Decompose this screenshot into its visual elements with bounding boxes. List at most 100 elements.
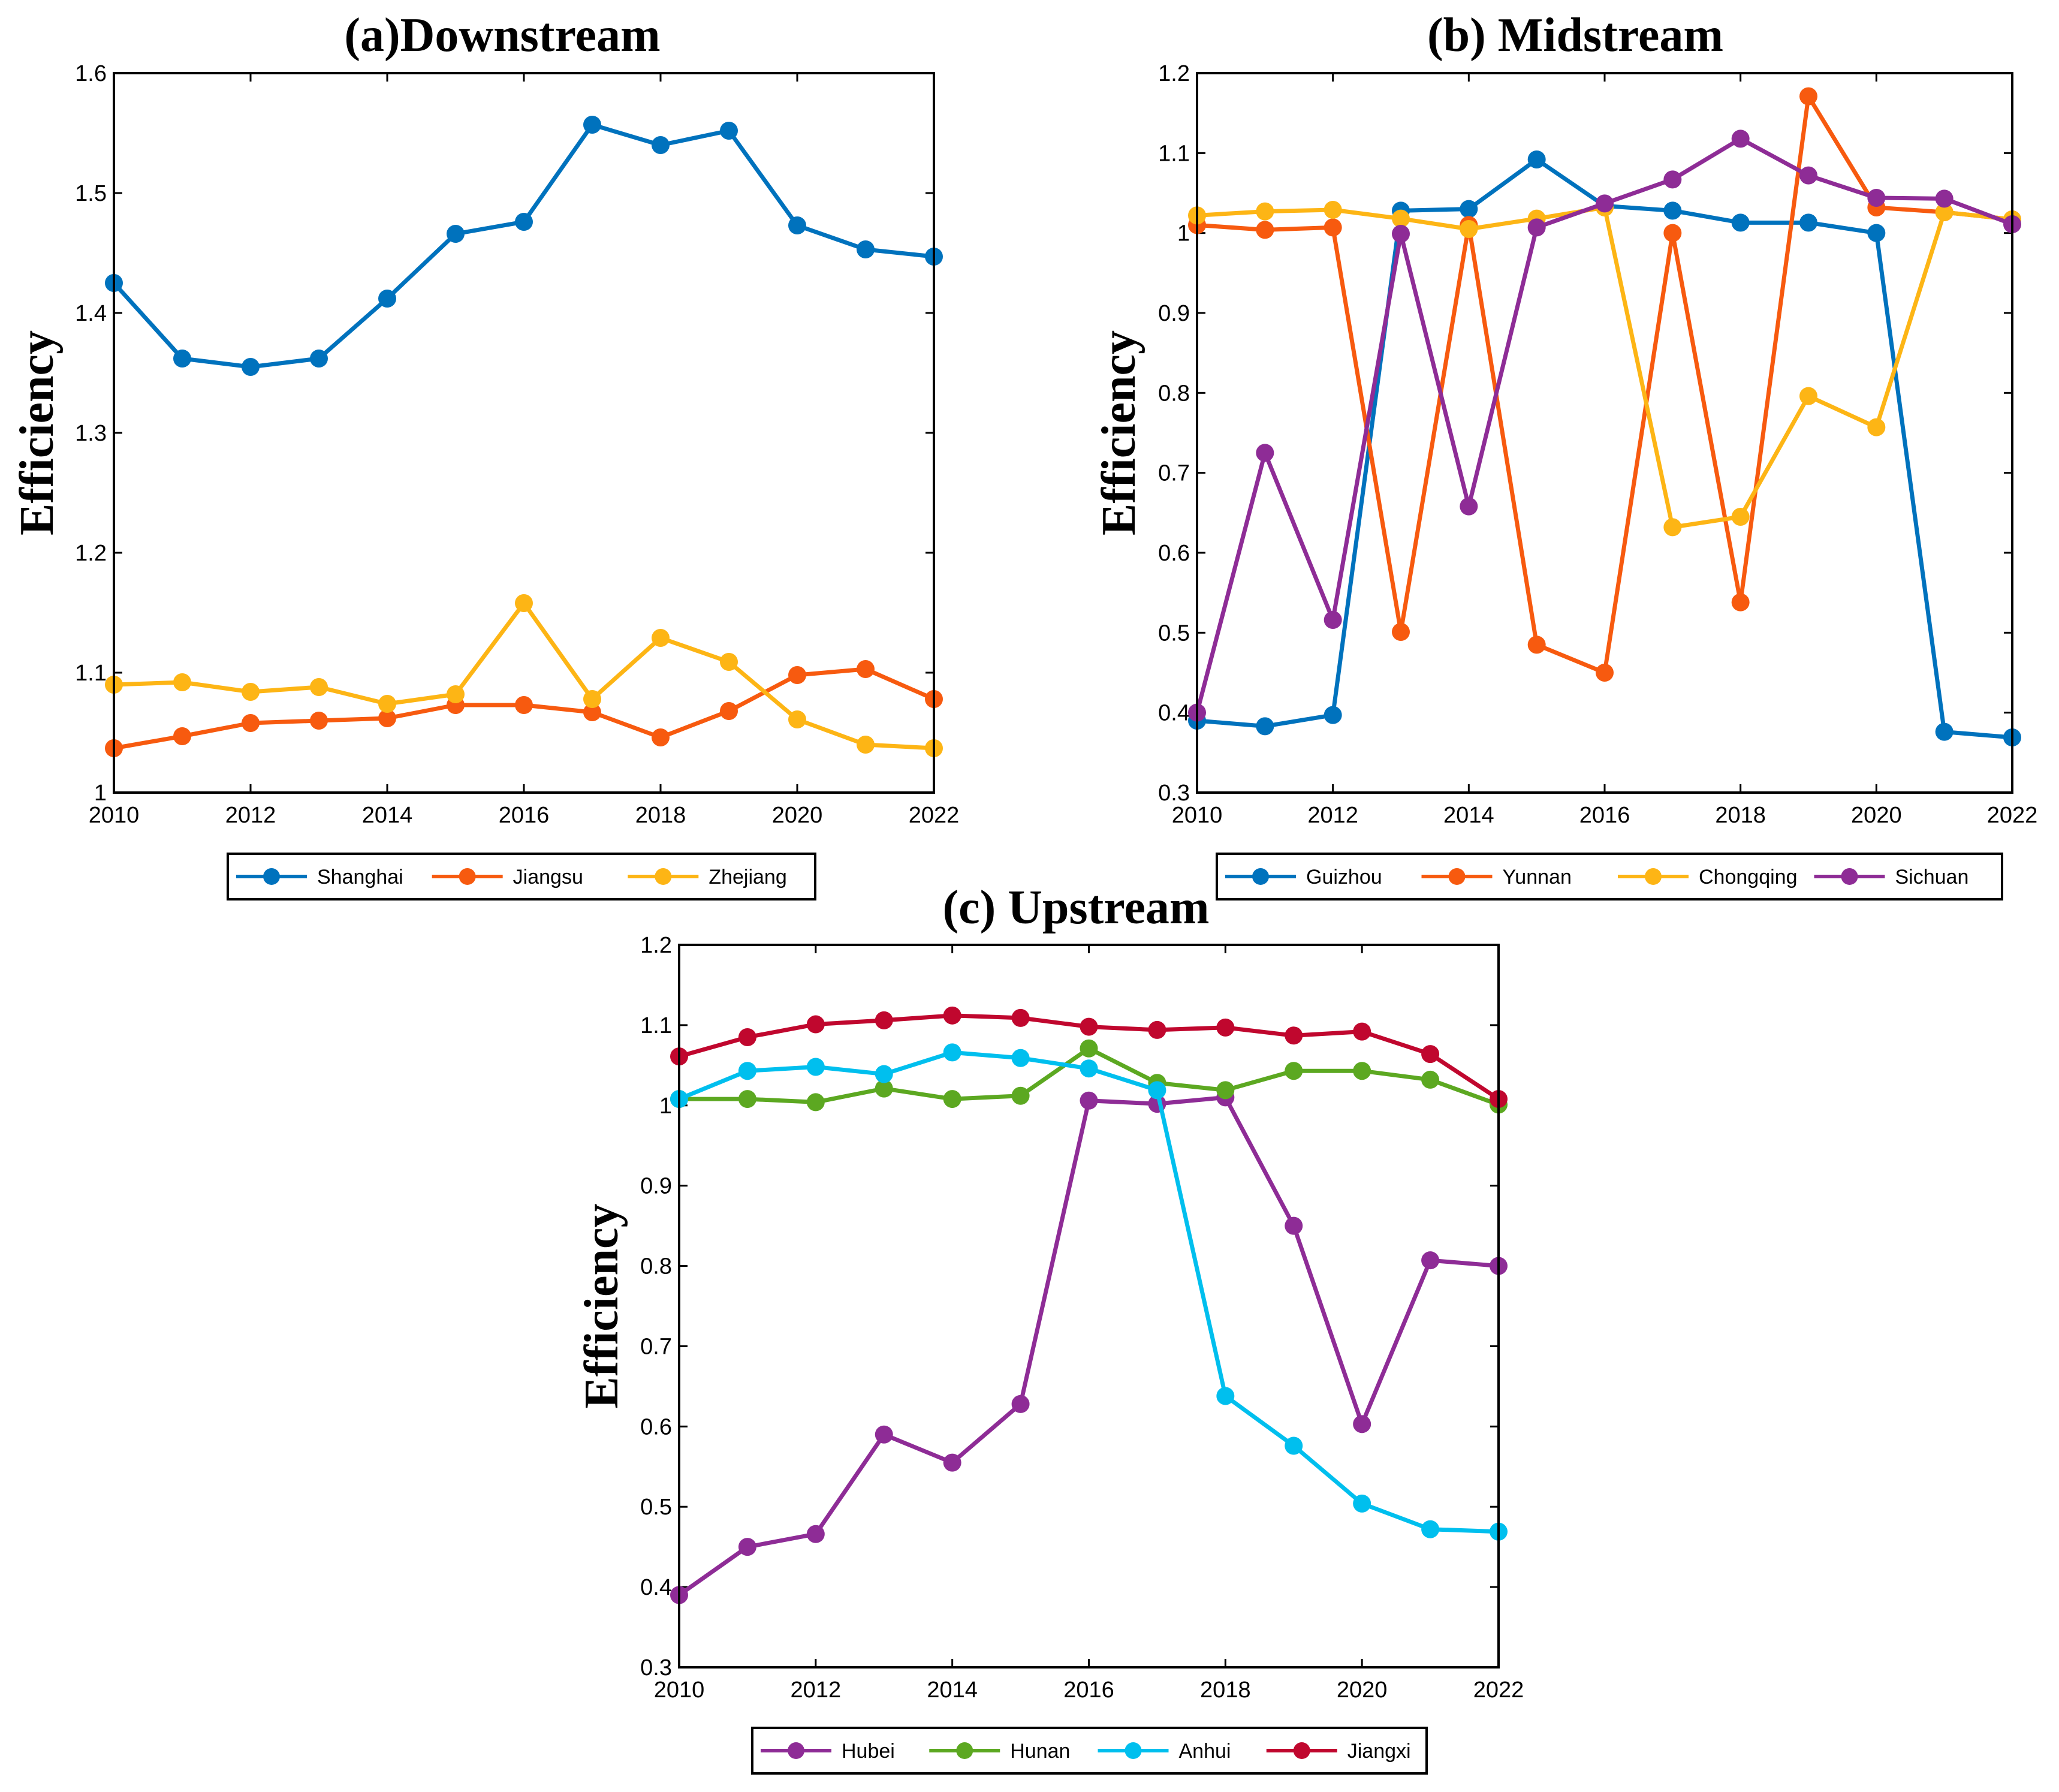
chart-panel-1: (b) Midstream Efficiency 0.3 0.4 0.5 0.6 0.7 0.… [1093, 9, 2037, 900]
axis-frame [1196, 72, 2013, 794]
data-point-anhui [1148, 1081, 1166, 1100]
data-point-jiangsu [788, 666, 806, 684]
data-point-shanghai [788, 216, 806, 234]
data-point-jiangsu [515, 696, 533, 714]
data-point-anhui [943, 1043, 961, 1062]
data-point-guizhou [1527, 150, 1546, 168]
axis-frame [113, 72, 935, 794]
data-point-shanghai [310, 350, 328, 368]
y-tick-label: 1.1 [75, 661, 107, 686]
axis-frame [678, 944, 1500, 1668]
legend: Guizhou Yunnan Chongqing Sichuan [1216, 853, 2003, 900]
y-tick-label: 1 [94, 781, 107, 806]
data-point-shanghai [447, 225, 465, 243]
legend-swatch-marker [263, 868, 280, 885]
data-point-anhui [738, 1062, 756, 1080]
data-point-jiangsu [857, 660, 875, 678]
data-point-chongqing [1935, 203, 1954, 221]
data-point-hubei [1080, 1091, 1098, 1110]
data-point-jiangxi [1148, 1020, 1166, 1039]
y-tick-label: 1.2 [1158, 61, 1190, 86]
y-axis-label: Efficiency [1093, 330, 1145, 535]
y-tick-label: 0.9 [640, 1174, 672, 1199]
legend-swatch-marker [1448, 868, 1466, 885]
y-tick-label: 0.5 [1158, 621, 1190, 646]
data-point-yunnan [1596, 664, 1614, 682]
legend-label: Guizhou [1306, 866, 1382, 889]
data-point-zhejiang [652, 629, 670, 647]
y-tick-label: 0.6 [640, 1414, 672, 1439]
data-point-shanghai [173, 350, 191, 368]
data-point-hubei [738, 1538, 756, 1556]
data-point-zhejiang [515, 594, 533, 612]
data-point-yunnan [1324, 218, 1342, 237]
x-tick-label: 2020 [1337, 1677, 1388, 1703]
legend-swatch-marker [788, 1742, 804, 1759]
y-tick-label: 0.8 [1158, 381, 1190, 406]
x-tick-label: 2020 [772, 803, 823, 828]
y-axis-label: Efficiency [575, 1203, 628, 1408]
x-tick-label: 2010 [89, 803, 140, 828]
x-tick-label: 2018 [1715, 803, 1766, 828]
data-point-chongqing [1731, 508, 1750, 526]
chart-title: (a)Downstream [344, 9, 660, 62]
data-point-jiangxi [1080, 1017, 1098, 1036]
data-point-hubei [1353, 1415, 1371, 1433]
y-tick-label: 0.6 [1158, 541, 1190, 566]
data-point-zhejiang [310, 678, 328, 696]
data-point-yunnan [1731, 593, 1750, 612]
data-point-hubei [943, 1453, 961, 1472]
data-point-yunnan [1799, 87, 1817, 106]
y-tick-label: 0.3 [640, 1655, 672, 1680]
data-point-zhejiang [720, 653, 738, 671]
y-tick-label: 0.4 [640, 1575, 672, 1600]
data-point-chongqing [1392, 209, 1410, 228]
data-point-sichuan [1596, 194, 1614, 213]
y-tick-label: 0.5 [640, 1495, 672, 1520]
x-tick-label: 2016 [1579, 803, 1630, 828]
y-tick-label: 1.3 [75, 421, 107, 446]
data-point-chongqing [1256, 202, 1274, 221]
data-point-jiangxi [1285, 1026, 1303, 1045]
legend-swatch-marker [1293, 1742, 1310, 1759]
x-tick-label: 2020 [1851, 803, 1902, 828]
x-tick-label: 2018 [635, 803, 686, 828]
legend-label: Anhui [1179, 1740, 1231, 1763]
legend-swatch-marker [655, 868, 672, 885]
y-tick-label: 1.2 [640, 933, 672, 958]
data-point-yunnan [1392, 623, 1410, 641]
y-tick-label: 0.7 [1158, 461, 1190, 486]
data-point-hunan [738, 1090, 756, 1109]
data-point-jiangxi [738, 1028, 756, 1046]
y-tick-label: 1 [659, 1094, 672, 1119]
legend-label: Shanghai [317, 866, 403, 889]
x-tick-label: 2022 [1473, 1677, 1524, 1703]
data-point-jiangxi [806, 1015, 825, 1034]
data-point-anhui [1285, 1436, 1303, 1455]
data-point-jiangxi [1421, 1045, 1440, 1064]
y-tick-label: 1.1 [1158, 141, 1190, 166]
chart-panel-2: (c) Upstream Efficiency 0.3 0.4 0.5 0.6 0.7 0.8… [575, 881, 1524, 1775]
x-tick-label: 2014 [927, 1677, 978, 1703]
x-tick-label: 2016 [1063, 1677, 1114, 1703]
x-tick-label: 2022 [909, 803, 960, 828]
x-tick-label: 2010 [1172, 803, 1223, 828]
data-point-guizhou [1799, 213, 1817, 232]
data-point-hunan [1353, 1062, 1371, 1080]
data-point-zhejiang [857, 736, 875, 754]
data-point-shanghai [857, 240, 875, 258]
data-point-hunan [1080, 1039, 1098, 1058]
x-tick-label: 2014 [362, 803, 413, 828]
data-point-shanghai [515, 213, 533, 231]
data-point-hunan [1285, 1062, 1303, 1080]
y-axis-label: Efficiency [11, 330, 64, 535]
data-point-chongqing [1867, 418, 1886, 436]
data-point-sichuan [1460, 497, 1478, 516]
data-point-sichuan [1324, 611, 1342, 629]
data-point-guizhou [1324, 706, 1342, 724]
data-point-chongqing [1324, 201, 1342, 219]
legend-label: Jiangsu [513, 866, 583, 889]
legend-label: Sichuan [1895, 866, 1969, 889]
data-point-hunan [875, 1079, 893, 1098]
